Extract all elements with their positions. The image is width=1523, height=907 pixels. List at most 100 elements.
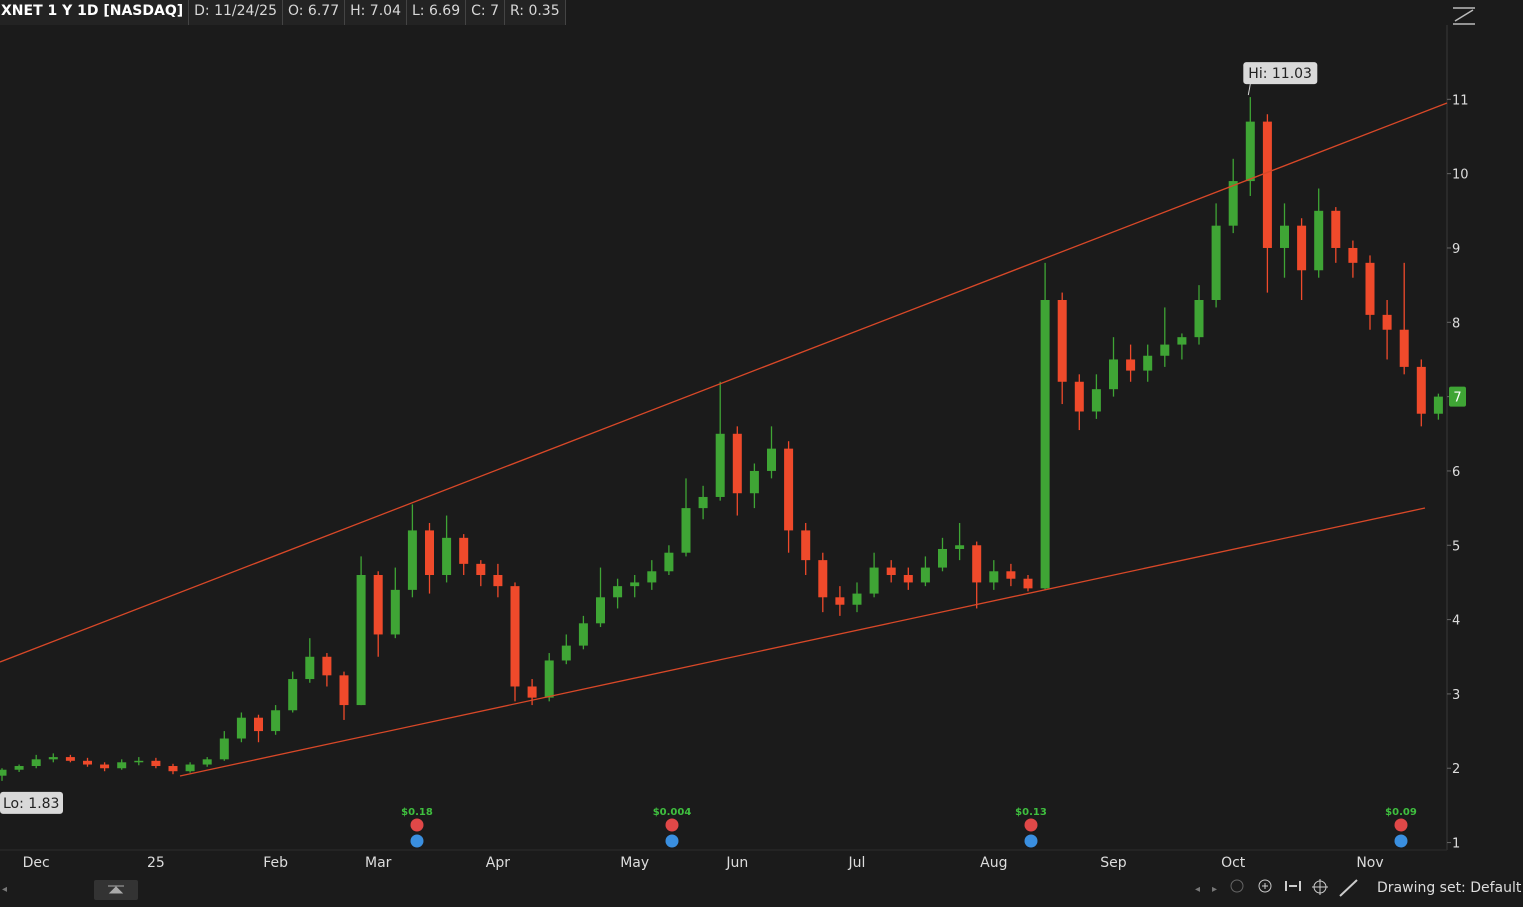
candle-body [322, 656, 332, 676]
candle-body [356, 575, 366, 706]
candle-body [561, 645, 571, 661]
y-tick-label: 3 [1452, 688, 1460, 703]
hi-label-box [1243, 62, 1318, 85]
y-tick-label: 5 [1452, 539, 1460, 554]
zoom-in[interactable] [1258, 879, 1272, 893]
candle-body [1109, 359, 1118, 390]
x-tick-label: Jun [725, 855, 748, 871]
candle-body [1314, 210, 1324, 271]
dividend-label: $0.18 [401, 807, 433, 818]
candle-body [1143, 355, 1153, 371]
candle-body [1416, 366, 1426, 414]
x-tick-label: Aug [980, 855, 1007, 871]
candle-body [698, 496, 708, 509]
y-tick-label: 1 [1452, 837, 1460, 852]
earnings-icon [665, 834, 679, 848]
dividend-label: $0.13 [1015, 807, 1047, 818]
candle-body [613, 586, 623, 598]
candle-body [784, 448, 794, 531]
trendline [179, 507, 1426, 777]
x-tick-label: May [620, 855, 649, 871]
plot [0, 97, 1443, 781]
scroll-left[interactable]: ◂ [2, 884, 7, 895]
candle-body [527, 686, 537, 698]
dividend-icon [410, 818, 424, 832]
dividend-label: $0.004 [653, 807, 692, 818]
candle-body [219, 738, 229, 760]
candle-body [425, 530, 434, 575]
draw-tool-icon[interactable] [1453, 7, 1475, 25]
x-tick-label: Nov [1356, 855, 1383, 871]
pan-right[interactable]: ▸ [1212, 884, 1217, 895]
candle-body [510, 586, 520, 687]
candle-body [151, 760, 161, 767]
candle-body [390, 589, 400, 635]
hi-label-pointer [1247, 84, 1251, 96]
close: C: 7 [466, 0, 505, 25]
candle-body [972, 545, 982, 583]
candle-body [544, 660, 554, 698]
candle-body [117, 762, 127, 769]
drawing-set[interactable]: Drawing set: Default [1377, 880, 1522, 896]
candle-body [168, 766, 178, 772]
candle-body [48, 757, 58, 760]
y-tick-label: 2 [1452, 762, 1460, 777]
candle-body [1211, 225, 1221, 300]
candle-body [955, 545, 965, 549]
candle-body [1177, 337, 1187, 345]
candle-body [1074, 381, 1084, 412]
hi-label: Hi: 11.03 [1248, 66, 1312, 82]
candle-body [1331, 210, 1341, 248]
crosshair-lines [1312, 879, 1328, 895]
candle-body [1433, 396, 1443, 414]
candle-body [1126, 359, 1136, 371]
date: D: 11/24/25 [189, 0, 283, 25]
lo-label-box [0, 791, 63, 814]
pan-left[interactable]: ◂ [1195, 884, 1200, 895]
candle-body [100, 764, 110, 769]
candle-body [938, 548, 947, 568]
y-tick-label: 4 [1452, 614, 1460, 629]
candle-body [732, 433, 742, 494]
candle-body [1228, 181, 1238, 226]
dividend-icon [1024, 818, 1038, 832]
candle-body [1194, 300, 1204, 338]
earnings-icon [1394, 834, 1408, 848]
symbol: XNET 1 Y 1D [NASDAQ] [0, 0, 190, 25]
candle-body [664, 552, 674, 572]
candle-body [630, 582, 640, 587]
candle-body [1297, 225, 1307, 271]
candle-body [767, 448, 776, 471]
dividend-icon [1394, 818, 1408, 832]
earnings-icon [410, 834, 424, 848]
candle-body [185, 764, 195, 772]
candle-body [1280, 225, 1289, 248]
candle-body [373, 575, 383, 635]
candle-body [596, 597, 605, 624]
candle-body [288, 679, 298, 711]
candle-body [681, 508, 691, 553]
candle-body [1057, 300, 1067, 382]
x-tick-label: Mar [365, 855, 392, 871]
labels: 1 2 3 4 5 6 7 8 9 10 11 Dec 25 Feb Mar Apr May Jun Jul Aug S… [0, 62, 1469, 871]
candle-body [578, 623, 588, 646]
x-tick-label: Sep [1100, 855, 1127, 871]
y-tick-label: 10 [1452, 168, 1469, 183]
candle-body [14, 766, 24, 770]
x-tick-label: 25 [147, 855, 165, 871]
draw-line[interactable] [1339, 879, 1358, 897]
candle-body [647, 571, 657, 583]
candle-body [749, 470, 759, 494]
dividend-icon [665, 818, 679, 832]
fit-icon[interactable] [1285, 881, 1301, 891]
chart: 1 2 3 4 5 6 7 8 9 10 11 Dec 25 Feb Mar Apr May Jun Jul Aug S… [0, 7, 1475, 871]
dividend-label: $0.09 [1385, 807, 1417, 818]
y-tick-label: 6 [1452, 465, 1460, 480]
y-tick-label: 8 [1452, 316, 1460, 331]
candle-body [835, 597, 845, 605]
y-tick-label: 11 [1452, 93, 1469, 108]
zoom-out[interactable] [1230, 879, 1244, 893]
candle-body [271, 710, 281, 732]
candle-body [476, 563, 486, 575]
